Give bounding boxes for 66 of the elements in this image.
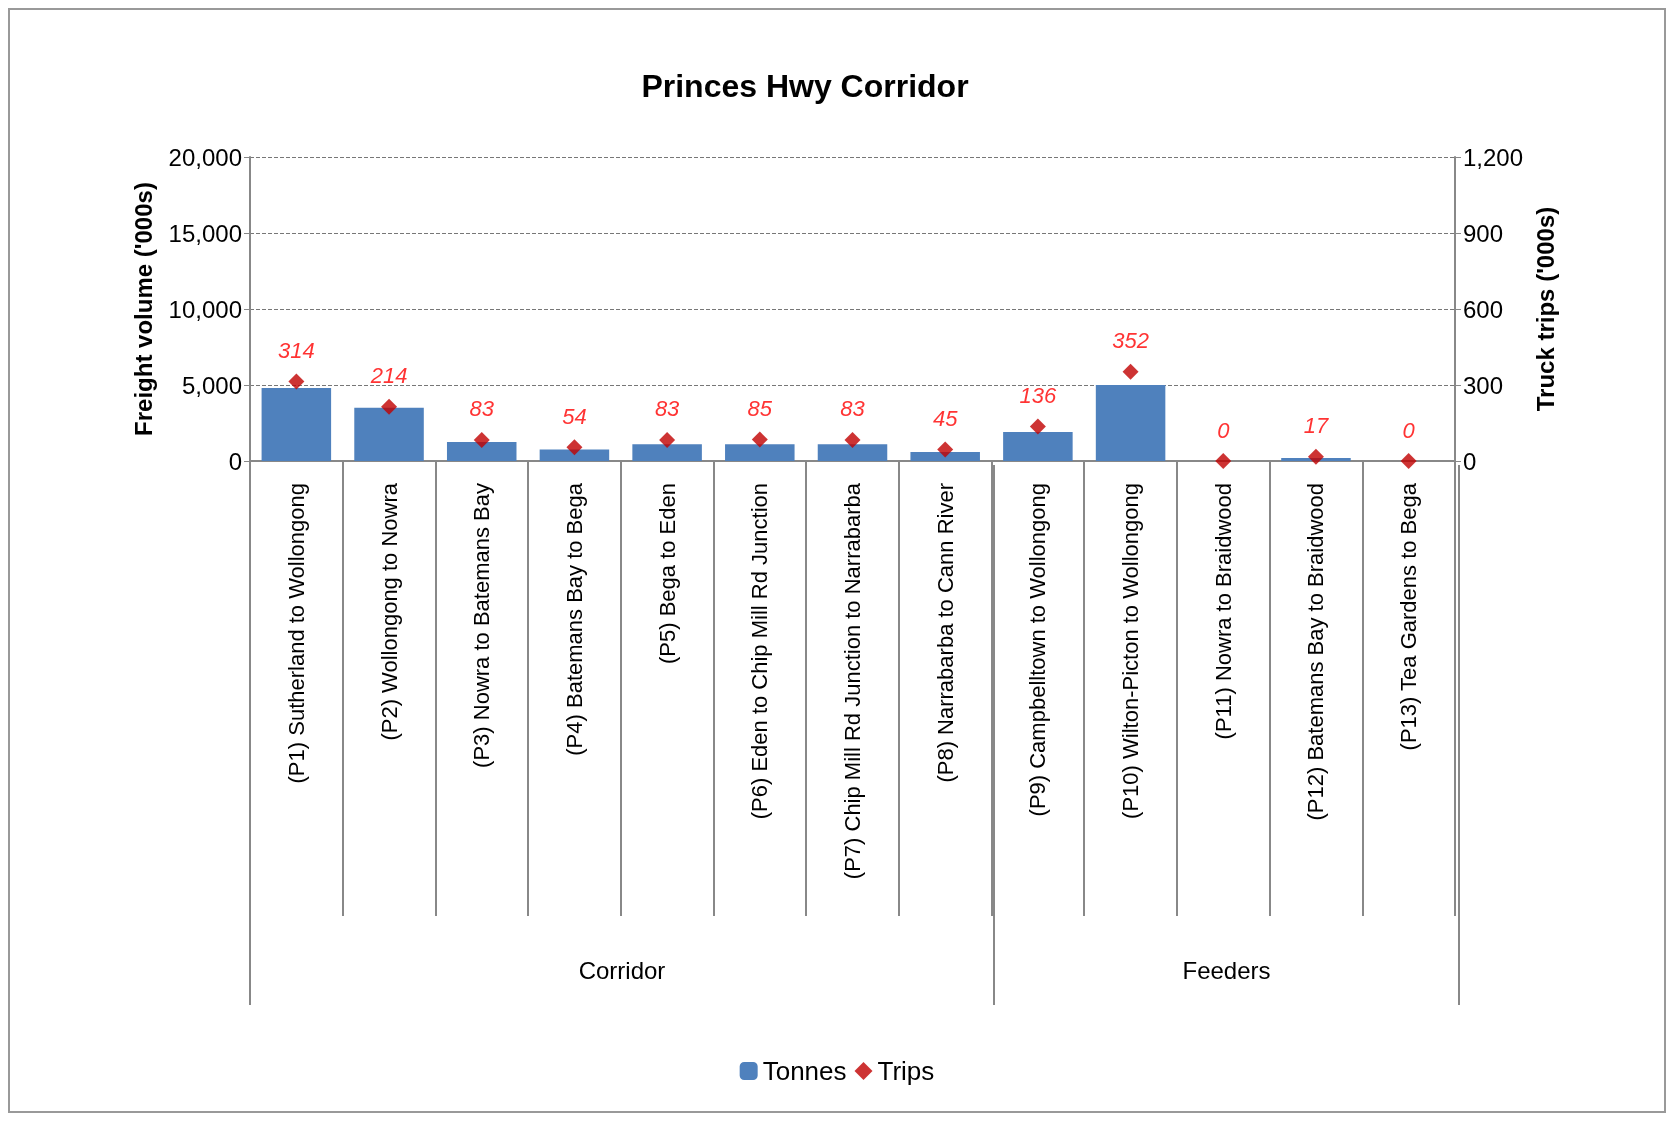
bar — [261, 388, 332, 461]
y-tick-label: 10,000 — [168, 295, 242, 323]
y2-axis-title: Truck trips ('000s) — [1532, 206, 1560, 412]
data-label: 352 — [1112, 328, 1149, 354]
data-label: 83 — [840, 396, 866, 422]
bar — [354, 407, 424, 461]
point — [751, 431, 768, 448]
bar — [1095, 385, 1166, 461]
point — [1029, 418, 1046, 435]
point — [1215, 453, 1232, 469]
x-tick-label: (P6) Eden to Chip Mill Rd Junction — [747, 483, 773, 820]
point — [937, 441, 954, 458]
point — [473, 431, 490, 448]
data-label: 45 — [932, 406, 959, 432]
y-tick-label: 5,000 — [181, 371, 242, 399]
x-tick-label: (P9) Campbelltown to Wollongong — [1025, 483, 1051, 817]
x-tick-label: (P7) Chip Mill Rd Junction to Narrabarba — [840, 482, 865, 880]
data-label: 0 — [1402, 417, 1416, 443]
point — [1400, 453, 1417, 469]
data-label: 54 — [562, 403, 587, 429]
data-label: 17 — [1303, 413, 1329, 439]
point — [288, 373, 305, 390]
point — [659, 431, 676, 448]
bar — [539, 449, 610, 461]
x-tick-label: (P5) Bega to Eden — [654, 483, 680, 665]
y2-tick-label: 900 — [1463, 219, 1504, 247]
y2-tick-label: 600 — [1463, 295, 1504, 323]
y2-tick-label: 0 — [1463, 447, 1477, 475]
legend-label: Trips — [877, 1056, 935, 1086]
y2-tick-label: 1,200 — [1463, 143, 1524, 171]
y-tick-label: 15,000 — [168, 219, 242, 247]
bar — [1003, 432, 1073, 461]
point — [381, 398, 398, 415]
data-label: 83 — [654, 396, 681, 422]
x-tick-label: (P3) Nowra to Batemans Bay — [469, 483, 495, 768]
y-tick-label: 20,000 — [168, 143, 242, 171]
x-tick-label: (P1) Sutherland to Wollongong — [283, 483, 309, 784]
x-tick-label: (P10) Wilton-Picton to Wollongong — [1118, 483, 1144, 819]
x-tick-label: (P2) Wollongong to Nowra — [376, 482, 402, 741]
x-tick-label: (P12) Batemans Bay to Braidwood — [1303, 483, 1329, 821]
point — [566, 439, 583, 456]
y-tick-label: 0 — [228, 447, 242, 475]
data-label: 0 — [1217, 417, 1231, 443]
x-tick-label: (P4) Batemans Bay to Bega — [561, 482, 587, 756]
data-label: 83 — [469, 396, 495, 422]
chart-title: Princes Hwy Corridor — [641, 68, 969, 104]
text: Feeders — [1182, 956, 1271, 984]
point — [1307, 448, 1324, 465]
x-tick-label: (P8) Narrabarba to Cann River — [932, 483, 958, 783]
legend-label: Tonnes — [762, 1056, 847, 1086]
y-axis-title: Freight volume ('000s) — [129, 182, 157, 436]
bar — [725, 444, 795, 461]
bar — [446, 442, 517, 461]
data-label: 214 — [369, 363, 408, 389]
data-label: 136 — [1019, 383, 1057, 409]
x-tick-label: (P11) Nowra to Braidwood — [1210, 483, 1236, 740]
point — [1122, 363, 1139, 380]
x-tick-label: (P13) Tea Gardens to Bega — [1396, 482, 1422, 751]
data-label: 85 — [747, 395, 773, 421]
bar — [632, 444, 702, 461]
text: Corridor — [578, 956, 666, 984]
bar — [910, 451, 980, 461]
point — [844, 431, 861, 448]
data-label: 314 — [277, 337, 315, 363]
bar — [817, 444, 888, 461]
y2-tick-label: 300 — [1463, 371, 1504, 399]
